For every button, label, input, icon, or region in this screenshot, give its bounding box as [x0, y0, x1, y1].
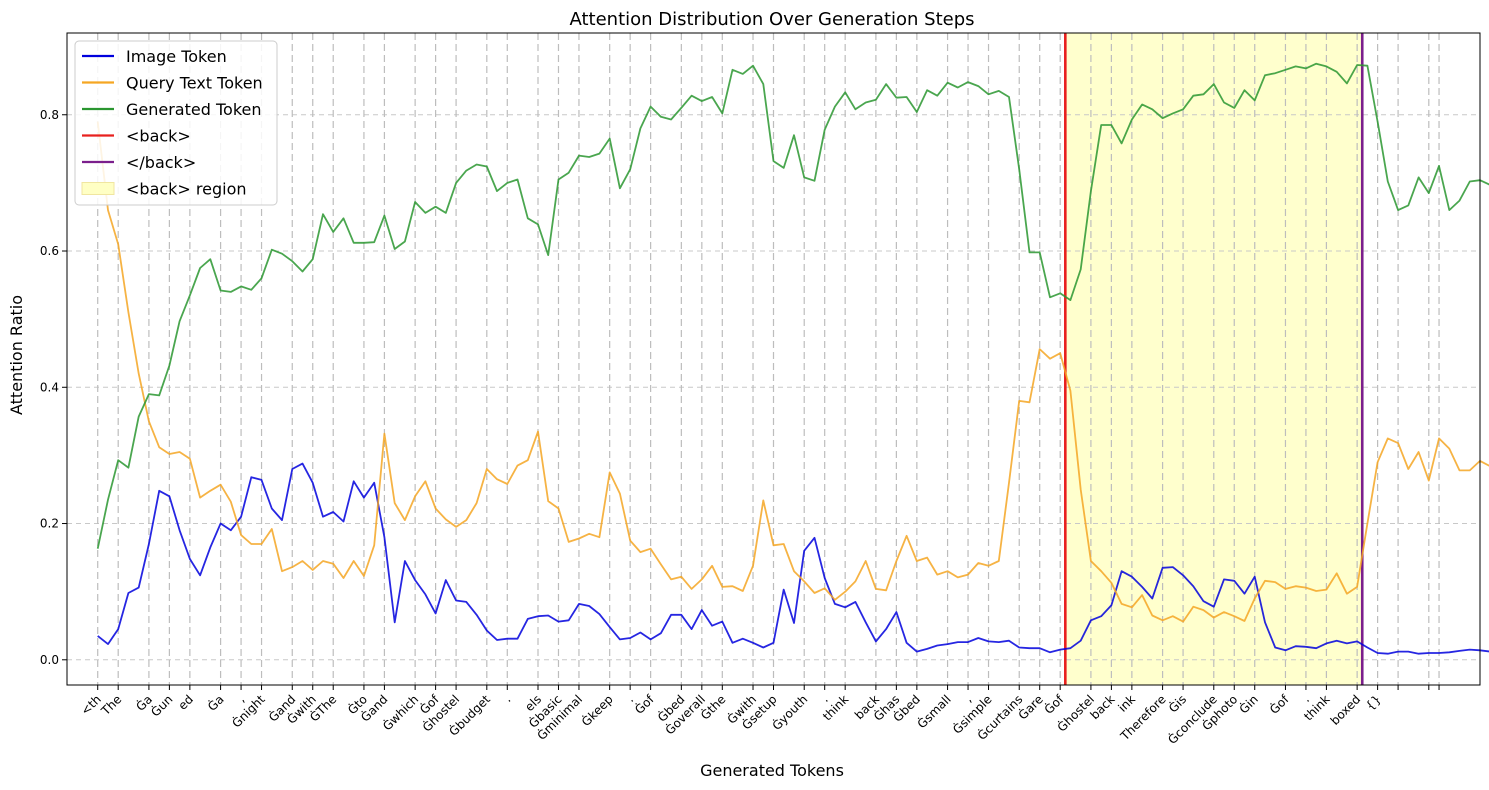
y-tick-label: 0.2: [40, 517, 59, 531]
y-tick-label: 0.4: [40, 380, 59, 394]
legend-label: <back> region: [126, 180, 247, 199]
y-tick-label: 0.8: [40, 108, 59, 122]
legend-label: Generated Token: [126, 100, 262, 119]
series-line-query-text-token: [96, 121, 1489, 623]
chart-title: Attention Distribution Over Generation S…: [569, 9, 974, 30]
legend-swatch: [81, 182, 115, 195]
y-axis-label: Attention Ratio: [7, 295, 26, 415]
x-axis-label: Generated Tokens: [700, 761, 844, 780]
series-line-generated-token: [96, 62, 1489, 549]
legend-label: </back>: [126, 153, 196, 172]
series-line-image-token: [97, 462, 1489, 655]
y-tick-label: 0.6: [40, 244, 59, 258]
legend: Image Token Query Text Token Generated Tok…: [74, 40, 278, 206]
legend-box: [74, 40, 278, 206]
legend-label: <back>: [126, 127, 191, 146]
legend-label: Query Text Token: [126, 74, 263, 93]
legend-label: Image Token: [126, 47, 227, 66]
y-tick-label: 0.0: [40, 653, 59, 667]
